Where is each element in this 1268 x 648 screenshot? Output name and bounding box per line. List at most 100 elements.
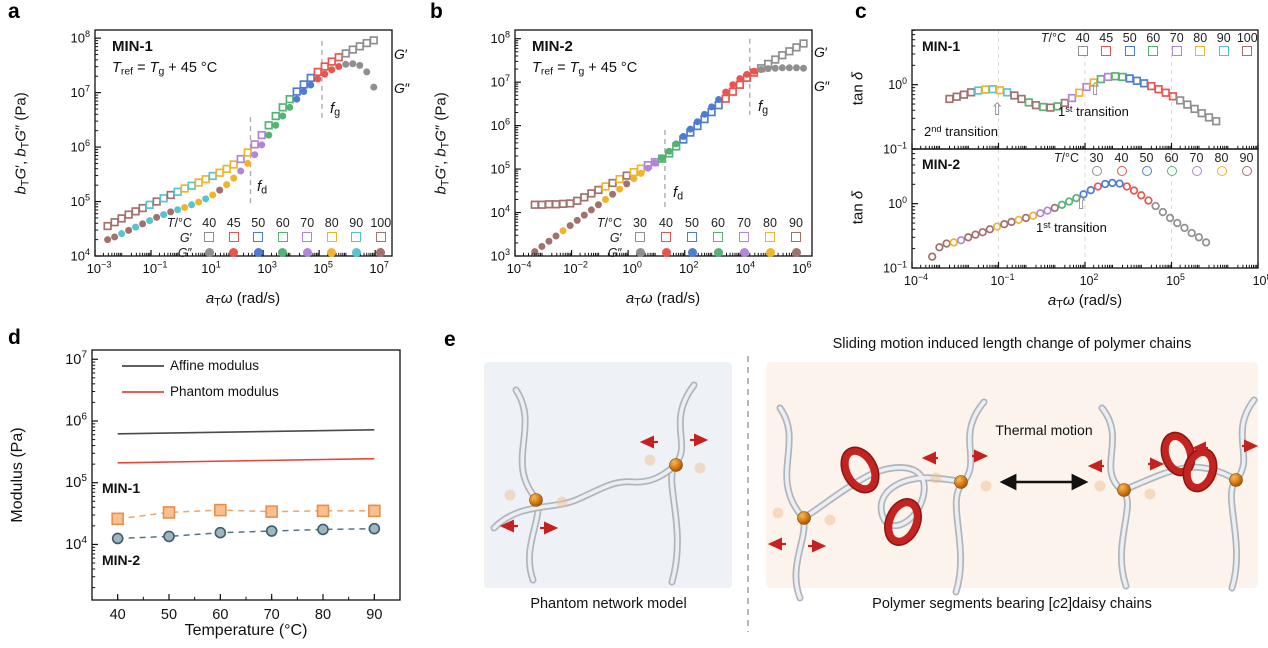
legend-marker-icon <box>1195 46 1206 56</box>
svg-text:105: 105 <box>313 260 333 276</box>
panel-a: 10−3 10−1 101 103 105 107 104 105 106 107 108 a MI… <box>0 0 420 320</box>
svg-text:104: 104 <box>65 535 87 553</box>
sliding-motion-title: Sliding motion induced length change of … <box>832 336 1192 352</box>
svg-text:107: 107 <box>65 350 87 368</box>
y-axis-label: Modulus (Pa) <box>9 427 26 523</box>
svg-text:100: 100 <box>888 195 907 211</box>
legend-b: T/°C 30 40 50 60 70 80 90 G′ G″ <box>578 215 809 260</box>
legend-marker-icon <box>351 247 361 257</box>
phantom-model-caption: Phantom network model <box>530 596 687 612</box>
reference-temperature: Tref = Tg + 45 °C <box>112 60 218 78</box>
legend-marker-icon <box>739 231 749 242</box>
series-tan δ <box>928 178 1211 261</box>
legend-marker-icon <box>326 231 337 242</box>
first-transition-label: 1st transition <box>1058 104 1129 120</box>
legend-marker-icon <box>277 231 288 242</box>
phantom-network-drawing <box>490 381 709 586</box>
legend-marker-icon <box>687 247 697 257</box>
legend-marker-icon <box>278 247 288 257</box>
crosslink-bead <box>954 475 968 489</box>
legend-marker-icon <box>351 231 362 242</box>
sample-name-min1: MIN-1 <box>922 38 961 54</box>
svg-text:103: 103 <box>257 260 277 276</box>
modulus-temperature-chart: 40 50 60 70 80 90 104 105 106 107 <box>65 349 401 623</box>
legend-marker-icon <box>1242 46 1253 56</box>
svg-text:90: 90 <box>366 607 382 623</box>
fg-annotation: fg <box>330 100 341 119</box>
crosslink-bead <box>1117 483 1131 497</box>
legend-marker-icon <box>302 247 312 257</box>
x-axis-label: aTω (rad/s) <box>625 290 701 309</box>
thermal-motion-label: Thermal motion <box>995 422 1093 438</box>
series-G' <box>103 36 378 231</box>
legend-marker-icon <box>687 231 697 242</box>
y-axis-label-bottom: tan δ <box>849 190 867 225</box>
legend-marker-icon <box>791 231 801 242</box>
svg-text:60: 60 <box>212 607 228 623</box>
svg-text:105: 105 <box>65 473 87 491</box>
legend-temp: 60 <box>275 215 290 230</box>
panel-a-label: a <box>8 0 20 23</box>
legend-marker-icon <box>713 231 723 242</box>
legend-a: T/°C 40 45 50 60 70 80 90 100 G′ G″ <box>166 215 392 260</box>
daisy-chain-caption: Polymer segments bearing [c2]daisy chain… <box>872 596 1152 612</box>
legend-c1: T/°C 40 45 50 60 70 80 90 100 <box>1026 31 1259 59</box>
legend-marker-icon <box>765 231 775 242</box>
legend-temp: 90 <box>1239 151 1254 165</box>
legend-marker-icon <box>1077 46 1088 56</box>
legend-marker-icon <box>1101 46 1112 56</box>
svg-text:107: 107 <box>70 84 90 100</box>
x-axis-label: aTω (rad/s) <box>1047 292 1123 311</box>
legend-marker-icon <box>327 247 337 257</box>
svg-text:10−4: 10−4 <box>904 272 928 288</box>
legend-marker-icon <box>1141 166 1152 176</box>
legend-phantom-modulus: Phantom modulus <box>170 384 279 399</box>
legend-temp: 45 <box>226 215 241 230</box>
svg-text:102: 102 <box>1080 272 1099 288</box>
x-axis-label: Temperature (°C) <box>184 622 308 639</box>
rotaxane-ring <box>841 447 879 493</box>
svg-text:10−1: 10−1 <box>143 260 168 276</box>
g-double-prime-label: G″ <box>394 80 410 96</box>
legend-marker-icon <box>1091 166 1102 176</box>
legend-temp: 60 <box>1146 31 1161 45</box>
crosslink-bead <box>669 458 683 472</box>
legend-marker-icon <box>765 247 775 257</box>
svg-text:101: 101 <box>201 260 221 276</box>
svg-text:80: 80 <box>315 607 331 623</box>
panel-d-label: d <box>8 326 21 349</box>
svg-text:10−2: 10−2 <box>563 260 588 276</box>
legend-temp: 30 <box>633 215 647 230</box>
svg-text:107: 107 <box>369 260 389 276</box>
reference-temperature: Tref = Tg + 45 °C <box>532 60 638 78</box>
legend-temp: 70 <box>737 215 751 230</box>
first-transition-arrow-icon: ⇧ <box>1088 80 1103 99</box>
crosslink-bead <box>1229 473 1243 487</box>
legend-affine-modulus: Affine modulus <box>170 358 260 373</box>
legend-temp: 80 <box>1214 151 1229 165</box>
panel-b: 10−4 10−2 100 102 104 106 103 104 105 106 107 108 b… <box>420 0 840 320</box>
legend-temp: 70 <box>300 215 315 230</box>
svg-text:108: 108 <box>70 29 90 45</box>
svg-text:106: 106 <box>792 260 812 276</box>
svg-text:10−1: 10−1 <box>991 272 1015 288</box>
svg-text:105: 105 <box>1166 272 1185 288</box>
sample-name-min2: MIN-2 <box>922 156 961 172</box>
y-axis-label: bTG′, bTG″ (Pa) <box>432 92 452 195</box>
legend-marker-icon <box>375 231 386 242</box>
series-G'' <box>531 64 808 256</box>
panel-e-label: e <box>444 328 456 351</box>
legend-temp: 90 <box>1216 31 1231 45</box>
legend-temp: 40 <box>659 215 673 230</box>
rotaxane-ring <box>885 499 921 545</box>
legend-marker-icon <box>661 247 671 257</box>
legend-marker-icon <box>376 247 386 257</box>
series-label-min2: MIN-2 <box>102 552 141 568</box>
legend-marker-icon <box>791 247 801 257</box>
legend-marker-icon <box>1166 166 1177 176</box>
legend-marker-icon <box>635 231 645 242</box>
legend-temp: 50 <box>1122 31 1137 45</box>
